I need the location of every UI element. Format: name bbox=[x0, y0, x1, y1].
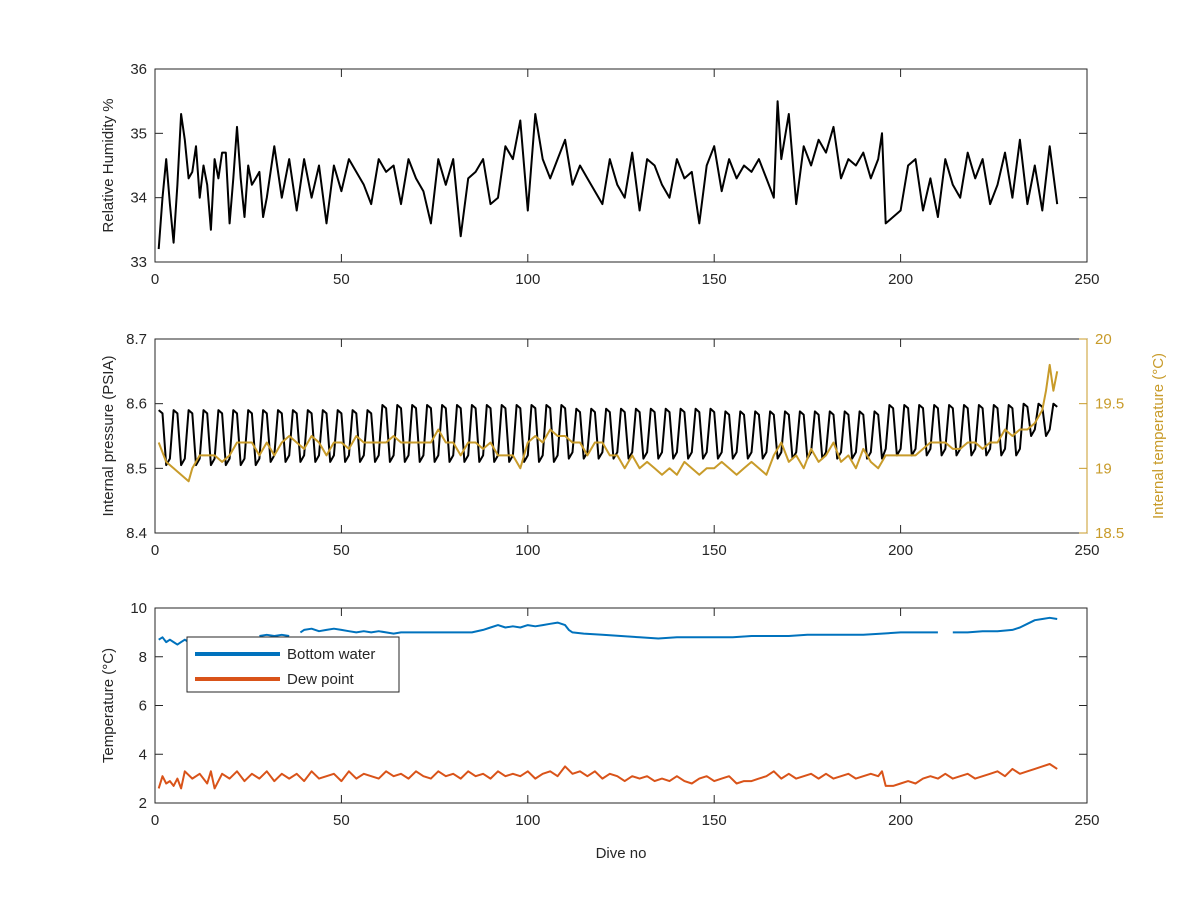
bottom-water-series-line bbox=[952, 616, 1058, 634]
y-tick-label: 34 bbox=[130, 190, 147, 207]
y-tick-label: 8.4 bbox=[126, 525, 147, 542]
pressure-series-line bbox=[158, 402, 1058, 467]
y-tick-label: 8.5 bbox=[126, 460, 147, 477]
dew-point-series-line bbox=[157, 763, 1058, 790]
humidity-panel: 0 50 100 150 200 250 33 34 35 36 Relative Humidity… bbox=[100, 61, 1100, 288]
y-tick-label: 6 bbox=[139, 698, 147, 715]
x-tick-label: 200 bbox=[888, 271, 913, 288]
legend-box bbox=[186, 636, 400, 693]
x-tick-label: 50 bbox=[333, 542, 350, 559]
y-axis-label: Internal pressure (PSIA) bbox=[100, 356, 117, 517]
x-tick-label: 250 bbox=[1074, 812, 1099, 829]
y-axis-label: Temperature (°C) bbox=[100, 648, 117, 763]
x-tick-label: 0 bbox=[151, 542, 159, 559]
x-tick-label: 250 bbox=[1074, 271, 1099, 288]
x-tick-label: 50 bbox=[333, 812, 350, 829]
y-tick-label: 35 bbox=[130, 125, 147, 142]
y-tick-label: 36 bbox=[130, 61, 147, 78]
x-tick-label: 100 bbox=[515, 271, 540, 288]
y2-tick-label: 18.5 bbox=[1095, 525, 1124, 542]
y-tick-label: 2 bbox=[139, 795, 147, 812]
legend-label-dew-point: Dew point bbox=[287, 671, 355, 688]
y-tick-label: 8.7 bbox=[126, 331, 147, 348]
x-tick-label: 250 bbox=[1074, 542, 1099, 559]
pressure-temperature-panel: 0 50 100 150 200 250 8.4 8.5 8.6 8.7 Internal pres… bbox=[100, 331, 1167, 559]
x-tick-label: 50 bbox=[333, 271, 350, 288]
bottom-water-series-line bbox=[299, 621, 938, 640]
x-tick-label: 150 bbox=[702, 542, 727, 559]
y-tick-label: 8.6 bbox=[126, 396, 147, 413]
x-tick-label: 150 bbox=[702, 271, 727, 288]
y2-tick-label: 19 bbox=[1095, 460, 1112, 477]
axes-frame bbox=[154, 68, 1088, 263]
y-tick-label: 33 bbox=[130, 254, 147, 271]
x-tick-label: 200 bbox=[888, 812, 913, 829]
y2-tick-label: 19.5 bbox=[1095, 396, 1124, 413]
temperature-panel: 0 50 100 150 200 250 2 4 6 8 10 Temperature (°C) Div… bbox=[100, 600, 1100, 862]
legend-label-bottom-water: Bottom water bbox=[287, 646, 375, 663]
x-tick-label: 0 bbox=[151, 812, 159, 829]
x-tick-label: 100 bbox=[515, 542, 540, 559]
y2-tick-label: 20 bbox=[1095, 331, 1112, 348]
bottom-water-series-line bbox=[259, 633, 290, 637]
y-tick-label: 10 bbox=[130, 600, 147, 617]
x-tick-label: 100 bbox=[515, 812, 540, 829]
legend: Bottom water Dew point bbox=[186, 636, 400, 693]
x-tick-label: 200 bbox=[888, 542, 913, 559]
y-tick-label: 8 bbox=[139, 649, 147, 666]
x-tick-label: 0 bbox=[151, 271, 159, 288]
internal-temperature-series-line bbox=[157, 363, 1059, 483]
humidity-series-line bbox=[157, 100, 1059, 250]
x-axis-label: Dive no bbox=[596, 845, 647, 862]
y2-axis-label: Internal temperature (°C) bbox=[1150, 353, 1167, 519]
y-tick-label: 4 bbox=[139, 746, 147, 763]
y-axis-label: Relative Humidity % bbox=[100, 98, 117, 232]
x-tick-label: 150 bbox=[702, 812, 727, 829]
